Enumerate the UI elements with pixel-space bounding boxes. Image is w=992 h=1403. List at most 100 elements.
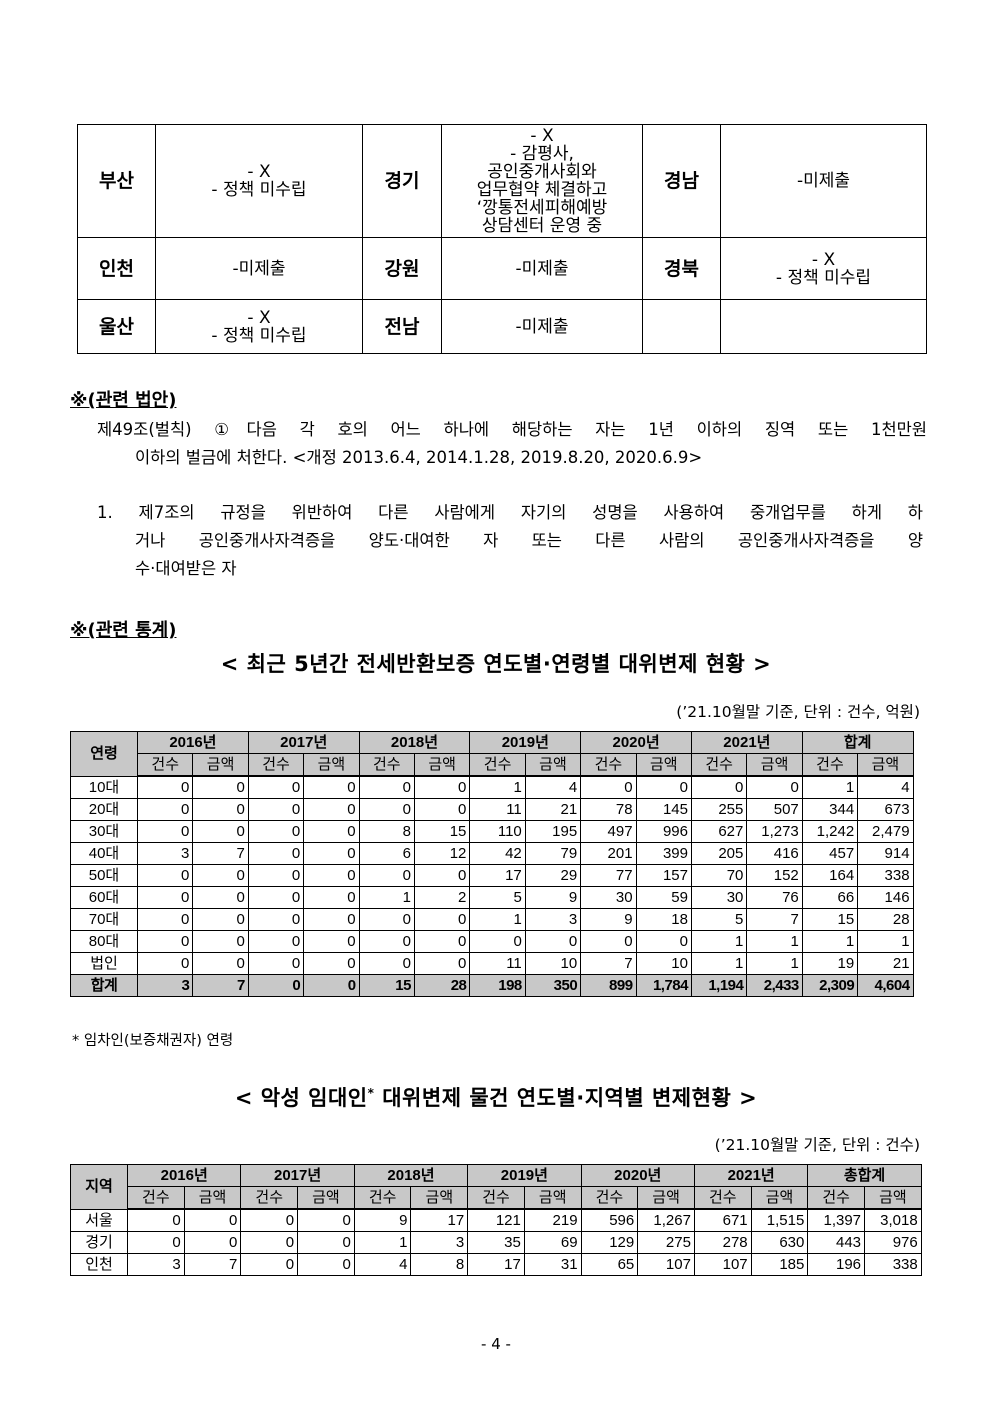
region-name xyxy=(642,299,721,354)
article-line-2: 이하의 벌금에 처한다. <개정 2013.6.4, 2014.1.28, 20… xyxy=(135,448,703,467)
year-header-row: 지역 2016년 2017년 2018년 2019년 2020년 2021년 총합계 xyxy=(70,1164,922,1210)
value-cell: 21 xyxy=(524,798,582,821)
value-cell: 0 xyxy=(303,798,360,821)
value-cell: 0 xyxy=(303,864,360,887)
value-cell: 0 xyxy=(127,1231,185,1254)
value-cell: 0 xyxy=(240,1231,299,1254)
value-cell: 0 xyxy=(127,1208,185,1232)
count-header: 건수 xyxy=(580,1186,639,1210)
value-cell: 0 xyxy=(297,1231,355,1254)
value-cell: 4 xyxy=(524,775,582,799)
value-cell: 152 xyxy=(746,864,803,887)
amount-header: 금액 xyxy=(297,1186,355,1210)
value-cell: 65 xyxy=(580,1253,639,1276)
value-cell: 79 xyxy=(524,842,582,865)
value-cell: 30 xyxy=(690,886,748,909)
count-header: 건수 xyxy=(127,1186,185,1210)
value-cell: 0 xyxy=(358,952,415,975)
region-name: 경기 xyxy=(362,124,442,238)
year-header: 2019년 xyxy=(469,731,582,754)
value-cell: 7 xyxy=(580,952,637,975)
value-cell: 344 xyxy=(801,798,859,821)
value-cell: 0 xyxy=(192,952,249,975)
value-cell: 70 xyxy=(690,864,748,887)
value-cell: 2,479 xyxy=(857,820,914,843)
value-cell: 107 xyxy=(637,1253,695,1276)
region-policy-table: 부산 - X - 정책 미수립 경기 - X - 감평사, 공인중개사회와 업무협약 … xyxy=(77,124,927,354)
value-cell: 596 xyxy=(580,1208,639,1232)
row-label: 인천 xyxy=(70,1253,128,1276)
row-label: 80대 xyxy=(70,930,138,953)
article-line-1: 제49조(벌칙) ①다음 각 호의 어느 하나에 해당하는 자는 1년 이하의 … xyxy=(97,420,927,439)
value-cell: 219 xyxy=(523,1208,582,1232)
table2-title-start: < 악성 임대인 xyxy=(234,1086,368,1110)
value-cell: 7 xyxy=(183,1253,242,1276)
value-cell: 4 xyxy=(353,1253,412,1276)
value-cell: 0 xyxy=(192,820,249,843)
value-cell: 899 xyxy=(580,974,637,997)
value-cell: 0 xyxy=(247,952,305,975)
value-cell: 196 xyxy=(807,1253,866,1276)
value-cell: 0 xyxy=(247,864,305,887)
value-cell: 0 xyxy=(136,820,194,843)
value-cell: 17 xyxy=(410,1208,469,1232)
table1-title: < 최근 5년간 전세반환보증 연도별·연령별 대위변제 현황 > xyxy=(220,652,772,676)
corner-header: 연령 xyxy=(70,731,138,777)
value-cell: 3 xyxy=(410,1231,469,1254)
value-cell: 77 xyxy=(580,864,637,887)
value-cell: 3 xyxy=(136,842,194,865)
value-cell: 671 xyxy=(693,1208,752,1232)
value-cell: 110 xyxy=(469,820,526,843)
count-header: 건수 xyxy=(353,1186,412,1210)
value-cell: 17 xyxy=(469,864,526,887)
value-cell: 0 xyxy=(136,930,194,953)
value-cell: 443 xyxy=(807,1231,866,1254)
value-cell: 0 xyxy=(358,798,415,821)
value-cell: 1,242 xyxy=(801,820,859,843)
region-row: 울산 - X - 정책 미수립 전남 -미제출 xyxy=(77,299,927,354)
value-cell: 1 xyxy=(353,1231,412,1254)
value-cell: 129 xyxy=(580,1231,639,1254)
region-row: 인천 -미제출 강원 -미제출 경북 - X - 정책 미수립 xyxy=(77,237,927,300)
value-cell: 78 xyxy=(580,798,637,821)
page-number: - 4 - xyxy=(481,1335,511,1353)
value-cell: 66 xyxy=(801,886,859,909)
amount-header: 금액 xyxy=(413,753,471,777)
value-cell: 0 xyxy=(746,775,803,799)
row-label: 10대 xyxy=(70,775,138,799)
value-cell: 29 xyxy=(524,864,582,887)
table1-note: (’21.10월말 기준, 단위 : 건수, 억원) xyxy=(676,703,920,721)
stats-section-heading: ※(관련 통계) xyxy=(70,620,177,641)
value-cell: 69 xyxy=(523,1231,582,1254)
value-cell: 0 xyxy=(136,864,194,887)
value-cell: 3,018 xyxy=(864,1208,922,1232)
year-header: 합계 xyxy=(801,731,914,754)
count-header: 건수 xyxy=(801,753,859,777)
value-cell: 0 xyxy=(247,820,305,843)
value-cell: 1,267 xyxy=(637,1208,695,1232)
count-header: 건수 xyxy=(580,753,637,777)
item-line-1: 1. 제7조의 규정을 위반하여 다른 사람에게 자기의 성명을 사용하여 중개… xyxy=(97,503,923,522)
value-cell: 157 xyxy=(635,864,692,887)
value-cell: 0 xyxy=(413,952,471,975)
amount-header: 금액 xyxy=(857,753,914,777)
value-cell: 1,515 xyxy=(750,1208,809,1232)
value-cell: 1,273 xyxy=(746,820,803,843)
row-label: 70대 xyxy=(70,908,138,931)
value-cell: 9 xyxy=(524,886,582,909)
table-row: 70대 0 0 0 0 0 0 1 3 9 18 5 7 15 28 xyxy=(70,908,914,931)
value-cell: 996 xyxy=(635,820,692,843)
value-cell: 0 xyxy=(247,798,305,821)
value-cell: 0 xyxy=(524,930,582,953)
value-cell: 0 xyxy=(303,886,360,909)
value-cell: 2,433 xyxy=(746,974,803,997)
value-cell: 4,604 xyxy=(857,974,914,997)
year-header: 2017년 xyxy=(240,1164,355,1187)
amount-header: 금액 xyxy=(635,753,692,777)
value-cell: 3 xyxy=(127,1253,185,1276)
region-policy: -미제출 xyxy=(441,237,643,300)
year-header: 2021년 xyxy=(690,731,803,754)
table-row: 20대 0 0 0 0 0 0 11 21 78 145 255 507 344 673 xyxy=(70,798,914,821)
total-row: 합계 3 7 0 0 15 28 198 350 899 1,784 1,194 2,433 2,309 4… xyxy=(70,974,914,997)
table-row: 80대 0 0 0 0 0 0 0 0 0 0 1 1 1 1 xyxy=(70,930,914,953)
